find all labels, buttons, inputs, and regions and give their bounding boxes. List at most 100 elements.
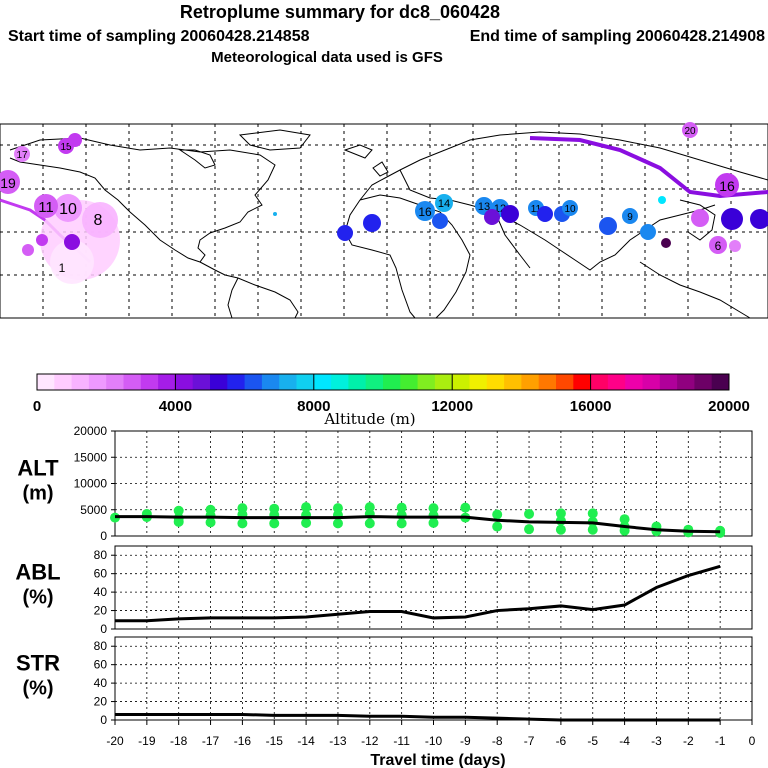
scatter-point [619, 514, 630, 525]
map-marker [22, 244, 34, 256]
scatter-point [237, 518, 248, 529]
map-marker [34, 194, 58, 218]
colorbar-swatch [123, 374, 142, 390]
map-marker [64, 234, 80, 250]
scatter-point [301, 517, 312, 528]
marker-label: 1 [59, 261, 66, 275]
x-tick-label: -17 [202, 734, 220, 748]
y-tick-label: 20 [94, 604, 108, 618]
x-tick-label: -1 [715, 734, 726, 748]
y-tick-label: 80 [94, 639, 108, 653]
x-tick-label: -9 [460, 734, 471, 748]
map-marker [54, 194, 82, 222]
colorbar-swatch [106, 374, 124, 390]
panel-ylabel-name: STR [16, 651, 60, 676]
marker-label: 6 [715, 239, 722, 253]
x-axis-title: Travel time (days) [370, 752, 505, 768]
map-marker [537, 206, 553, 222]
plume-blob [82, 202, 118, 238]
colorbar-swatch [607, 374, 626, 390]
marker-label: 11 [531, 204, 542, 215]
marker-label: 17 [16, 150, 28, 161]
scatter-point [173, 505, 184, 516]
colorbar-swatch [694, 374, 713, 390]
colorbar-swatch [434, 374, 453, 390]
map-marker [435, 194, 453, 212]
marker-label: 16 [719, 178, 735, 194]
x-tick-label: -3 [651, 734, 662, 748]
colorbar-tick-label: 12000 [431, 398, 473, 415]
colorbar-swatch [227, 374, 246, 390]
series-line [115, 712, 721, 722]
map-marker [661, 238, 671, 248]
abl-panel: 80 60 40 20 0 ABL(%) [15, 545, 753, 636]
x-tick-label: -6 [556, 734, 567, 748]
colorbar-swatch [642, 374, 661, 390]
scatter-point [460, 502, 471, 513]
scatter-point [524, 524, 535, 535]
colorbar-tick-label: 16000 [570, 398, 612, 415]
x-tick-label: -18 [170, 734, 188, 748]
str-panel: 80 60 40 20 0 STR(%) [16, 636, 753, 727]
scatter-point [555, 515, 566, 526]
map-marker [363, 214, 381, 232]
colorbar-swatch [175, 374, 194, 390]
colorbar-swatch [486, 374, 505, 390]
scatter-point [428, 503, 439, 514]
colorbar-swatch [348, 374, 367, 390]
marker-label: 10 [564, 204, 576, 215]
colorbar-swatch [452, 374, 470, 390]
colorbar-swatch [400, 374, 419, 390]
map-marker [721, 208, 743, 230]
scatter-point [269, 518, 280, 529]
colorbar-swatch [417, 374, 436, 390]
world-map: 10 11 8 19 17 15 1 16 14 13 12 [0, 122, 768, 319]
scatter-point [173, 516, 184, 527]
colorbar-swatch [504, 374, 522, 390]
colorbar-swatch [140, 374, 159, 390]
map-marker [691, 209, 709, 227]
x-tick-label: -2 [683, 734, 694, 748]
y-tick-label: 60 [94, 658, 108, 672]
colorbar-swatch [313, 374, 332, 390]
map-marker [432, 213, 448, 229]
colorbar-swatch [573, 374, 592, 390]
map-marker [0, 170, 20, 194]
y-tick-label: 20 [94, 695, 108, 709]
scatter-point [555, 508, 566, 519]
colorbar-swatch [296, 374, 315, 390]
colorbar-title: Altitude (m) [323, 410, 415, 428]
x-tick-label: -8 [492, 734, 503, 748]
x-tick-label: -16 [234, 734, 252, 748]
colorbar-swatch [158, 374, 176, 390]
map-marker [273, 212, 277, 216]
colorbar-swatch [711, 374, 730, 390]
x-tick-label: -20 [106, 734, 124, 748]
x-tick-label: -12 [361, 734, 379, 748]
colorbar-swatch [210, 374, 228, 390]
marker-label: 16 [418, 205, 432, 219]
marker-label: 20 [684, 126, 696, 137]
x-tick-label: -19 [138, 734, 156, 748]
colorbar-swatch [383, 374, 401, 390]
map-marker [599, 217, 617, 235]
y-tick-label: 15000 [74, 450, 108, 464]
map-marker [415, 201, 435, 221]
scatter-point [492, 509, 503, 520]
series-line [115, 515, 721, 534]
marker-label: 19 [0, 175, 16, 191]
y-tick-label: 0 [100, 713, 107, 727]
x-tick-label: -5 [587, 734, 598, 748]
map-marker [68, 133, 82, 147]
panel-ylabel-unit: (m) [22, 483, 53, 505]
plume-layer: 10 11 8 19 17 15 1 16 14 13 12 [0, 122, 768, 284]
met-data-note: Meteorological data used is GFS [211, 49, 443, 66]
y-tick-label: 20000 [74, 424, 108, 438]
map-marker [337, 225, 353, 241]
colorbar-swatch [625, 374, 643, 390]
end-time: End time of sampling 20060428.214908 [470, 28, 765, 45]
map-marker [622, 208, 638, 224]
scatter-point [396, 502, 407, 513]
colorbar-swatch [37, 374, 55, 390]
